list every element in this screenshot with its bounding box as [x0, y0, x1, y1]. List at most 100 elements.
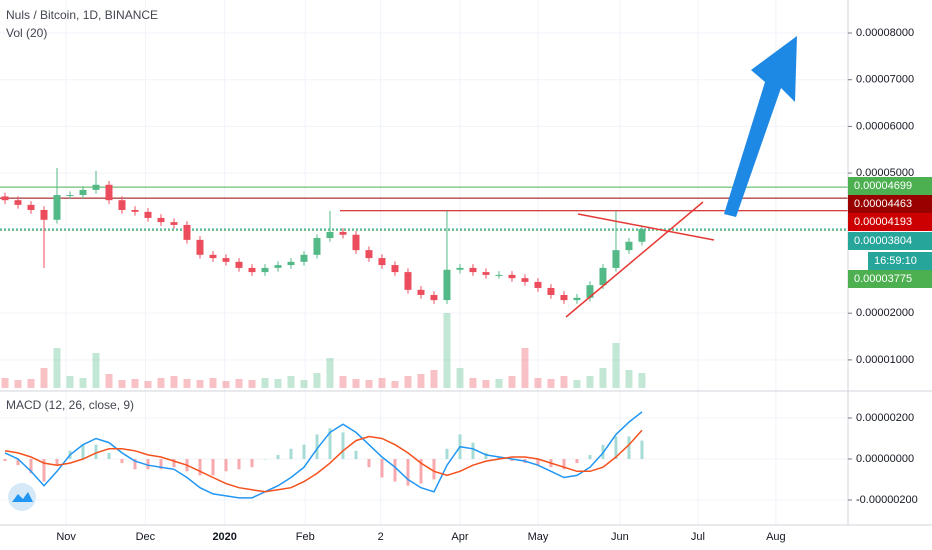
- price-label: 0.00004699: [854, 180, 912, 192]
- candle-body: [625, 241, 633, 251]
- candle-body: [378, 258, 386, 266]
- candle-body: [495, 274, 503, 276]
- candle-body: [534, 281, 542, 288]
- candle-body: [144, 211, 152, 218]
- volume-bar: [508, 376, 516, 388]
- candle-body: [79, 189, 87, 196]
- candle-body: [118, 200, 126, 210]
- volume-bar: [352, 379, 360, 388]
- signal-line: [4, 429, 643, 493]
- volume-bar: [157, 378, 165, 388]
- x-tick-label: Dec: [136, 531, 156, 543]
- macd-histogram-bar: [250, 459, 254, 468]
- macd-histogram-bar: [471, 442, 475, 460]
- macd-histogram-bar: [211, 459, 215, 476]
- macd-histogram-bar: [445, 448, 449, 460]
- volume-bar: [274, 379, 282, 388]
- trend-line: [577, 213, 715, 241]
- y-tick-label: 0.00005000: [856, 167, 914, 179]
- candle-body: [66, 195, 74, 197]
- macd-histogram-bar: [510, 459, 514, 462]
- candle-body: [40, 209, 48, 220]
- candle-body: [547, 287, 555, 295]
- volume-bar: [469, 378, 477, 388]
- volume-bar: [547, 379, 555, 388]
- volume-bar: [79, 378, 87, 388]
- volume-bar: [118, 380, 126, 388]
- volume-bar: [430, 370, 438, 388]
- volume-bar: [534, 378, 542, 388]
- volume-label: Vol (20): [6, 26, 47, 40]
- volume-bar: [92, 353, 100, 388]
- volume-bar: [638, 373, 646, 388]
- candle-body: [339, 231, 347, 235]
- volume-bar: [521, 348, 529, 388]
- candle-body: [391, 265, 399, 273]
- volume-bar: [222, 381, 230, 388]
- candle-body: [222, 258, 230, 262]
- macd-histogram-bar: [562, 459, 566, 470]
- x-tick-label: Jun: [611, 531, 629, 543]
- countdown: 16:59:10: [874, 255, 917, 267]
- macd-histogram-bar: [16, 459, 20, 466]
- x-tick-label: Jul: [691, 531, 705, 543]
- volume-bar: [144, 381, 152, 388]
- candle-body: [482, 272, 490, 275]
- macd-histogram-bar: [575, 459, 579, 464]
- candle-body: [157, 217, 165, 223]
- candle-body: [638, 229, 646, 242]
- volume-bar: [248, 380, 256, 388]
- candle-body: [274, 265, 282, 268]
- volume-bar: [131, 379, 139, 388]
- candle-body: [183, 224, 191, 240]
- labels: Nov Dec 2020 Feb 2 Apr May Jun Jul Aug 0.00008000 0…: [56, 27, 932, 543]
- y-tick-label: 0.00006000: [856, 120, 914, 132]
- volume-bar: [326, 358, 334, 388]
- macd-histogram-bar: [536, 459, 540, 466]
- candle-body: [209, 254, 217, 259]
- y-tick-label: 0.00000200: [856, 412, 914, 424]
- volume-bar: [183, 379, 191, 388]
- macd-histogram-bar: [432, 459, 436, 480]
- logo-icon: [12, 492, 33, 502]
- trend-line: [565, 201, 704, 318]
- volume-bar: [625, 370, 633, 388]
- volume-bar: [313, 373, 321, 388]
- logo[interactable]: [8, 483, 36, 511]
- logo-circle: [8, 483, 36, 511]
- macd-histogram-bar: [42, 459, 46, 482]
- y-tick-label: -0.00000200: [856, 494, 918, 506]
- volume-bar: [456, 368, 464, 388]
- volume-bar: [599, 368, 607, 388]
- macd-histogram-bar: [614, 436, 618, 460]
- macd-histogram-bar: [29, 459, 33, 474]
- volume-bar: [27, 379, 35, 388]
- volume-bar: [339, 376, 347, 388]
- candle-body: [261, 267, 269, 273]
- macd-histogram-bar: [302, 444, 306, 460]
- volume-bar: [40, 368, 48, 388]
- macd-line: [4, 411, 643, 499]
- candle-body: [430, 294, 438, 301]
- y-tick-label: 0.00001000: [856, 354, 914, 366]
- volume-bar: [66, 376, 74, 388]
- volume-bar: [170, 376, 178, 388]
- x-tick-label: 2: [378, 531, 384, 543]
- candle-body: [248, 267, 256, 273]
- candle-body: [300, 254, 308, 262]
- volume-bar: [14, 380, 22, 388]
- macd-histogram-bar: [146, 459, 150, 470]
- volume-bar: [586, 376, 594, 388]
- volume-bar: [209, 378, 217, 388]
- macd-histogram-bar: [406, 459, 410, 486]
- x-tick-label: Apr: [451, 531, 468, 543]
- price-label-bg: [848, 213, 932, 231]
- candle-body: [404, 272, 412, 290]
- candle-body: [196, 239, 204, 255]
- x-tick-label: Feb: [296, 531, 315, 543]
- volume-bar: [560, 376, 568, 388]
- price-label: 0.00003804: [854, 235, 912, 247]
- macd-histogram-bar: [159, 459, 163, 470]
- x-tick-label: 2020: [212, 531, 236, 543]
- macd-histogram-bar: [94, 444, 98, 460]
